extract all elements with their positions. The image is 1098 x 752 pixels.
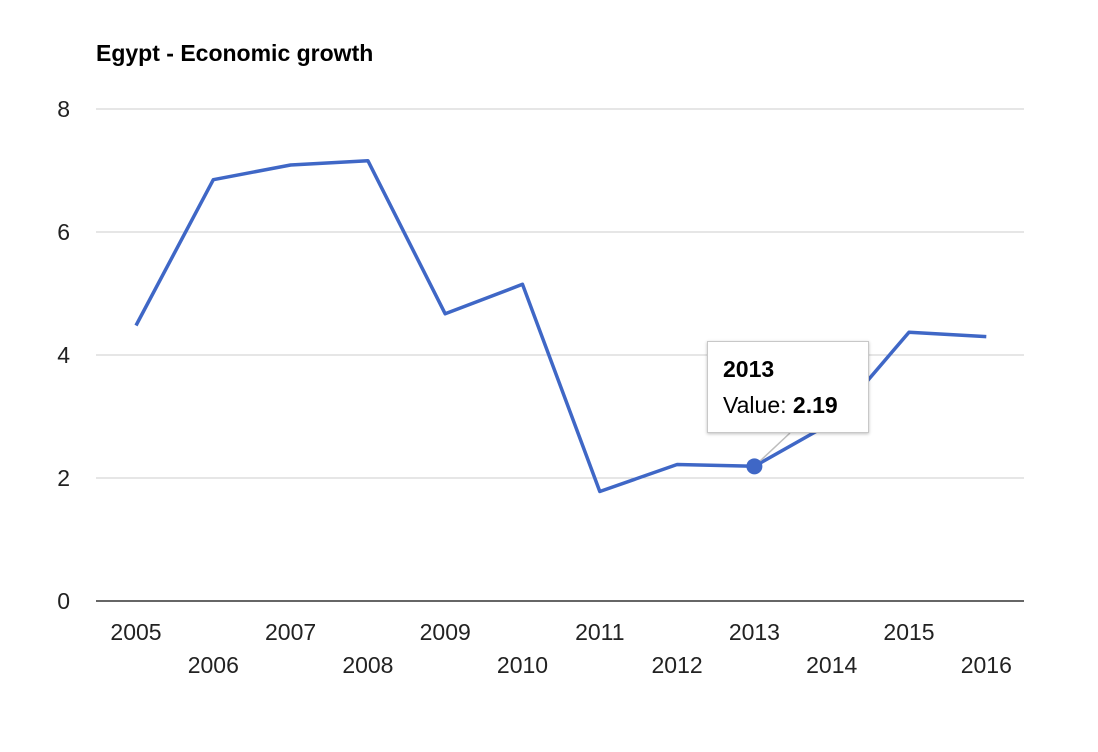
y-tick-label: 6 xyxy=(57,219,70,245)
gridlines xyxy=(96,108,1024,602)
data-point-2008[interactable] xyxy=(362,155,374,167)
points-group[interactable] xyxy=(130,155,992,498)
x-tick-label: 2012 xyxy=(652,652,703,678)
x-tick-label: 2011 xyxy=(575,619,624,645)
data-tooltip: 2013 Value: 2.19 xyxy=(707,341,869,433)
tooltip-pointer xyxy=(753,432,791,467)
x-tick-label: 2007 xyxy=(265,619,316,645)
chart-title: Egypt - Economic growth xyxy=(96,40,373,66)
series-group xyxy=(134,158,987,494)
x-axis-ticks: 2005 2006 2007 2008 2009 2010 2011 2012 2013 2014… xyxy=(110,619,1011,678)
tooltip-category: 2013 xyxy=(723,356,775,382)
y-tick-label: 2 xyxy=(57,465,70,491)
y-tick-label: 0 xyxy=(57,588,70,614)
series-line xyxy=(134,158,987,494)
y-axis-ticks: 0 2 4 6 8 xyxy=(57,96,70,614)
data-point-2007[interactable] xyxy=(285,159,297,171)
data-point-2016[interactable] xyxy=(980,331,992,343)
data-point-2012[interactable] xyxy=(671,458,683,470)
x-tick-label: 2008 xyxy=(342,652,393,678)
x-tick-label: 2013 xyxy=(729,619,780,645)
data-point-2009[interactable] xyxy=(439,308,451,320)
x-tick-label: 2015 xyxy=(883,619,934,645)
y-tick-label: 4 xyxy=(57,342,70,368)
tooltip-label: Value: xyxy=(723,392,787,418)
data-point-2005[interactable] xyxy=(130,319,142,331)
x-tick-label: 2016 xyxy=(961,652,1012,678)
y-tick-label: 8 xyxy=(57,96,70,122)
data-point-2013[interactable] xyxy=(746,458,763,475)
tooltip-row: Value: 2.19 xyxy=(723,392,838,419)
x-tick-label: 2005 xyxy=(110,619,161,645)
tooltip-value: 2.19 xyxy=(792,392,838,418)
data-point-2010[interactable] xyxy=(517,278,529,290)
data-point-2015[interactable] xyxy=(903,326,915,338)
data-point-2011[interactable] xyxy=(594,486,606,498)
x-tick-label: 2009 xyxy=(420,619,471,645)
x-tick-label: 2010 xyxy=(497,652,548,678)
data-point-2006[interactable] xyxy=(207,174,219,186)
x-tick-label: 2006 xyxy=(188,652,239,678)
x-tick-label: 2014 xyxy=(806,652,857,678)
